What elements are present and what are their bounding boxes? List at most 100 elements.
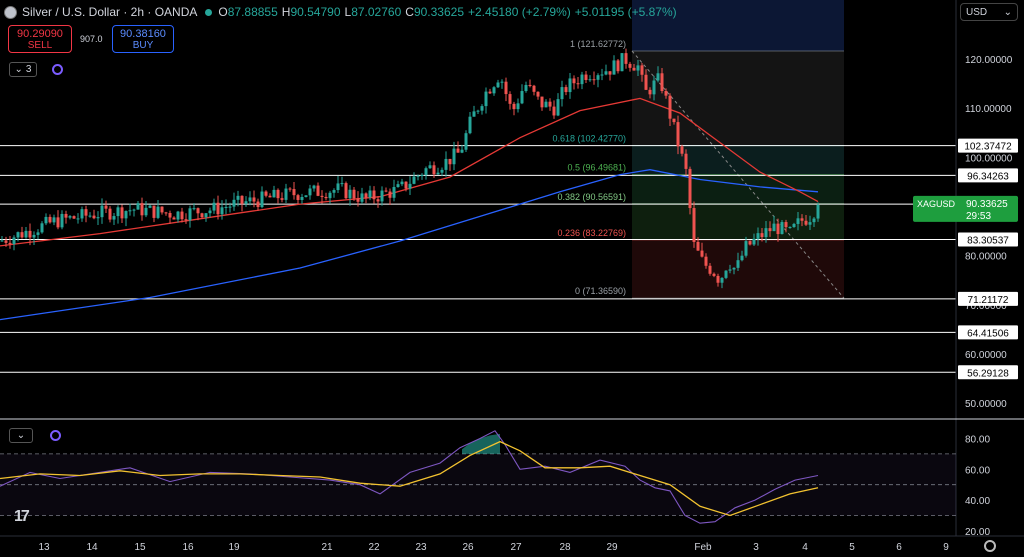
price-axis[interactable]: 120.00000110.00000100.0000090.0000080.00… bbox=[913, 0, 1018, 536]
candle-body bbox=[52, 217, 56, 223]
fib-zone bbox=[632, 51, 844, 146]
price-tick-label: 60.00000 bbox=[965, 350, 1007, 361]
candle-body bbox=[212, 202, 216, 211]
candle-body bbox=[160, 206, 164, 213]
candle-body bbox=[436, 172, 440, 175]
candle-body bbox=[536, 91, 540, 97]
last-price-tag[interactable] bbox=[913, 195, 1018, 222]
close-value: 90.33625 bbox=[413, 5, 464, 19]
time-axis[interactable]: 13 14 15 16 19 21 22 23 26 27 28 29 Feb 3 4 5 6 9 bbox=[0, 535, 1024, 553]
last-price-countdown: 29:53 bbox=[966, 211, 991, 222]
candle-body bbox=[340, 183, 344, 185]
rsi-tick-label: 40.00 bbox=[965, 496, 990, 507]
candle-body bbox=[140, 203, 144, 216]
candle-body bbox=[604, 71, 608, 75]
gear-icon[interactable] bbox=[984, 540, 996, 552]
candle-body bbox=[548, 101, 552, 107]
rsi-pane: 80.00 60.00 40.00 20.00 bbox=[0, 418, 1024, 538]
candle-body bbox=[300, 196, 304, 200]
fib-level-label: 1 (121.62772) bbox=[570, 39, 626, 49]
candle-body bbox=[44, 216, 48, 224]
price-line-tag-label: 83.30537 bbox=[967, 235, 1009, 246]
chevron-down-icon: ⌄ bbox=[1003, 6, 1012, 18]
candle-body bbox=[652, 80, 656, 95]
price-tick-label: 80.00000 bbox=[965, 252, 1007, 263]
buy-button[interactable]: 90.38160 BUY bbox=[112, 25, 174, 53]
candle-body bbox=[760, 233, 764, 238]
candle-body bbox=[584, 74, 588, 80]
candle-body bbox=[248, 197, 252, 202]
indicators-toggle[interactable]: ⌄ 3 bbox=[9, 62, 37, 77]
rsi-visibility-icon[interactable] bbox=[50, 430, 61, 441]
candle-body bbox=[776, 223, 780, 235]
sell-button[interactable]: 90.29090 SELL bbox=[8, 25, 72, 53]
price-line-tag[interactable] bbox=[958, 168, 1018, 183]
candle-body bbox=[572, 78, 576, 84]
candle-body bbox=[764, 228, 768, 238]
candle-body bbox=[76, 218, 80, 220]
candle-body bbox=[712, 273, 716, 276]
chevron-down-icon: ⌄ bbox=[16, 430, 26, 441]
close-label: C bbox=[405, 5, 414, 19]
candle-body bbox=[252, 197, 256, 202]
candle-body bbox=[628, 63, 632, 68]
rsi-overbought-fill bbox=[462, 433, 500, 454]
sell-label: SELL bbox=[27, 40, 53, 51]
candle-body bbox=[716, 275, 720, 283]
candle-body bbox=[276, 189, 280, 199]
candle-body bbox=[236, 195, 240, 200]
candle-body bbox=[532, 85, 536, 92]
candle-body bbox=[460, 149, 464, 153]
currency-selector[interactable]: USD ⌄ bbox=[960, 3, 1018, 21]
price-line-tag[interactable] bbox=[958, 232, 1018, 247]
candle-body bbox=[444, 158, 448, 170]
candle-body bbox=[600, 74, 604, 76]
chart-legend: Silver / U.S. Dollar · 2h · OANDA O 87.88… bbox=[4, 3, 681, 21]
candle-body bbox=[288, 188, 292, 190]
candle-body bbox=[72, 216, 76, 219]
time-tick-label: 4 bbox=[802, 542, 808, 553]
indicator-visibility-icon[interactable] bbox=[52, 64, 63, 75]
candle-body bbox=[216, 202, 220, 215]
candle-body bbox=[808, 222, 812, 225]
candle-body bbox=[484, 91, 488, 107]
candle-body bbox=[368, 190, 372, 198]
candle-body bbox=[208, 210, 212, 214]
candle-body bbox=[204, 213, 208, 218]
fib-zone-top bbox=[632, 0, 844, 52]
candle-body bbox=[504, 81, 508, 95]
price-line-tag-label: 71.21172 bbox=[968, 295, 1009, 306]
price-line-tag[interactable] bbox=[958, 325, 1018, 340]
candle-body bbox=[256, 201, 260, 208]
candle-body bbox=[588, 79, 592, 81]
candle-body bbox=[36, 232, 40, 235]
candle-body bbox=[636, 65, 640, 71]
fast-moving-average bbox=[0, 97, 819, 247]
candle-body bbox=[404, 181, 408, 189]
candle-body bbox=[96, 217, 100, 219]
candle-body bbox=[440, 169, 444, 173]
candle-body bbox=[608, 71, 612, 75]
rsi-collapse-toggle[interactable]: ⌄ bbox=[9, 428, 33, 443]
fib-level-label: 0.236 (83.22769) bbox=[557, 228, 626, 238]
candle-body bbox=[396, 184, 400, 188]
candle-body bbox=[568, 78, 572, 93]
candle-body bbox=[540, 96, 544, 108]
price-line-tag[interactable] bbox=[958, 138, 1018, 153]
horizontal-lines[interactable] bbox=[0, 145, 956, 373]
price-line-tag[interactable] bbox=[958, 365, 1018, 380]
candle-body bbox=[596, 75, 600, 80]
moving-averages bbox=[0, 97, 819, 321]
candle-body bbox=[516, 103, 520, 110]
candle-body bbox=[348, 189, 352, 199]
market-open-icon bbox=[205, 8, 213, 16]
candle-body bbox=[392, 187, 396, 198]
candle-body bbox=[352, 189, 356, 199]
price-line-tag[interactable] bbox=[958, 291, 1018, 306]
symbol-title[interactable]: Silver / U.S. Dollar · 2h · OANDA bbox=[22, 5, 198, 19]
candle-body bbox=[816, 204, 820, 219]
tradingview-logo[interactable]: 17 bbox=[14, 508, 30, 525]
candle-body bbox=[100, 205, 104, 218]
price-tick-label: 110.00000 bbox=[965, 104, 1012, 115]
